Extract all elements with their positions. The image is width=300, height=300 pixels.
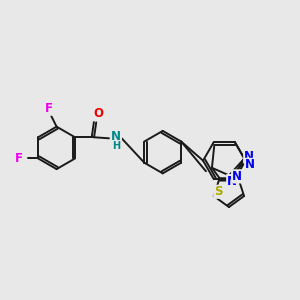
- Text: F: F: [45, 102, 53, 115]
- Text: N: N: [232, 170, 242, 183]
- Text: F: F: [15, 152, 23, 165]
- Text: S: S: [214, 185, 222, 198]
- Text: N: N: [111, 130, 122, 143]
- Text: O: O: [93, 107, 103, 120]
- Text: N: N: [227, 175, 237, 188]
- Text: N: N: [245, 158, 255, 171]
- Text: N: N: [244, 150, 254, 163]
- Text: H: H: [112, 141, 120, 151]
